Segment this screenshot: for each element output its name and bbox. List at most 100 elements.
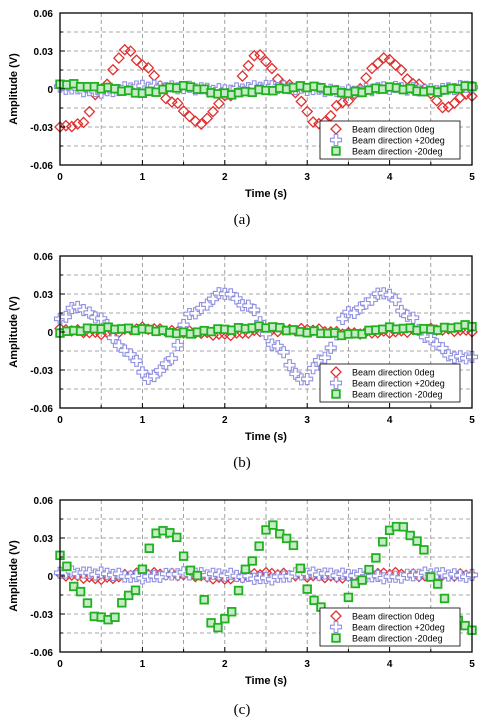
data-point	[212, 97, 225, 110]
data-point	[419, 545, 429, 555]
x-tick-label: 2	[222, 415, 228, 426]
data-point	[123, 590, 134, 601]
y-tick-label: 0.03	[34, 47, 54, 58]
data-point	[136, 59, 149, 71]
data-point	[77, 116, 90, 129]
x-tick-label: 3	[304, 172, 310, 183]
legend-box	[319, 120, 461, 160]
data-point	[233, 585, 244, 596]
x-tick-label: 5	[469, 415, 475, 426]
data-point	[248, 303, 261, 317]
legend-marker	[329, 133, 343, 147]
data-point	[288, 540, 299, 551]
legend-label: Beam direction +20deg	[352, 623, 445, 633]
x-tick-label: 1	[140, 172, 146, 183]
data-point	[268, 520, 278, 530]
data-point	[389, 294, 402, 307]
x-tick-label: 0	[57, 415, 63, 426]
x-tick-label: 5	[469, 659, 475, 670]
data-point	[201, 112, 214, 125]
legend-marker	[329, 620, 343, 634]
legend-label: Beam direction +20deg	[352, 379, 445, 389]
data-point	[154, 364, 167, 377]
data-point	[383, 53, 396, 66]
axis-ticks	[59, 255, 473, 409]
data-point	[213, 622, 223, 633]
data-point	[171, 339, 184, 352]
data-point	[439, 593, 450, 604]
data-point	[77, 303, 90, 317]
data-point	[295, 95, 308, 108]
x-tick-label: 1	[140, 415, 146, 426]
data-point	[407, 311, 420, 324]
chart-panel-3: 0 1 2 3 4 5 0.06 0.03 0 -0.03 -0.06 Time (s) Amplitu…	[8, 496, 479, 687]
y-axis-title: Amplitude (V)	[8, 540, 20, 612]
legend-label: Beam direction -20deg	[352, 634, 443, 644]
y-tick-label: 0.03	[34, 534, 54, 545]
data-point	[95, 573, 108, 586]
data-point	[336, 312, 349, 325]
data-point	[364, 564, 374, 575]
data-point	[189, 115, 202, 128]
data-point	[301, 105, 314, 118]
legend-label: Beam direction -20deg	[352, 147, 443, 157]
data-point	[405, 530, 415, 541]
data-point	[309, 595, 319, 606]
data-point	[189, 307, 202, 320]
data-point	[77, 572, 90, 585]
data-point	[226, 607, 237, 617]
data-point	[112, 52, 125, 65]
data-point	[207, 105, 219, 118]
data-point	[281, 533, 292, 544]
data-point	[247, 556, 257, 566]
data-point	[199, 595, 209, 605]
data-point	[307, 116, 320, 128]
data-point	[348, 306, 361, 319]
data-point	[301, 372, 314, 386]
data-point	[137, 564, 148, 574]
y-tick-label: -0.06	[30, 648, 53, 659]
legend-label: Beam direction 0deg	[352, 125, 435, 135]
data-point	[177, 105, 190, 118]
legend-label: Beam direction -20deg	[352, 390, 443, 400]
data-point	[124, 45, 137, 58]
x-tick-label: 4	[387, 172, 393, 183]
series-cross	[53, 565, 479, 586]
panel-caption: (a)	[233, 212, 251, 228]
data-point	[366, 62, 378, 75]
data-point	[254, 541, 264, 551]
data-point	[130, 354, 143, 367]
data-point	[185, 565, 196, 575]
y-tick-label: -0.06	[30, 161, 53, 172]
data-point	[236, 70, 249, 83]
series-square	[55, 320, 477, 341]
data-point	[371, 57, 384, 70]
data-point	[330, 99, 343, 112]
data-point	[354, 301, 367, 314]
data-point	[62, 561, 72, 571]
data-point	[448, 97, 461, 110]
series-cross	[53, 287, 479, 386]
data-point	[220, 613, 230, 624]
legend-marker	[331, 633, 341, 643]
y-axis-title: Amplitude (V)	[8, 296, 20, 368]
y-tick-label: -0.03	[30, 123, 53, 134]
y-tick-label: 0.06	[34, 252, 54, 263]
data-point	[178, 551, 189, 561]
y-tick-label: -0.03	[30, 366, 53, 377]
data-point	[426, 572, 436, 582]
data-point	[248, 49, 261, 62]
data-point	[107, 63, 119, 76]
data-point	[144, 543, 154, 553]
chart-panel-1: 0 1 2 3 4 5 0.06 0.03 0 -0.03 -0.06 Time (s) Amplitu…	[8, 9, 479, 200]
legend-box	[319, 607, 461, 647]
data-point	[110, 612, 120, 622]
data-point	[277, 346, 290, 359]
data-point	[395, 64, 408, 76]
data-point	[283, 359, 296, 372]
data-point	[336, 96, 349, 109]
y-axis-title: Amplitude (V)	[8, 53, 20, 125]
data-point	[183, 110, 196, 123]
